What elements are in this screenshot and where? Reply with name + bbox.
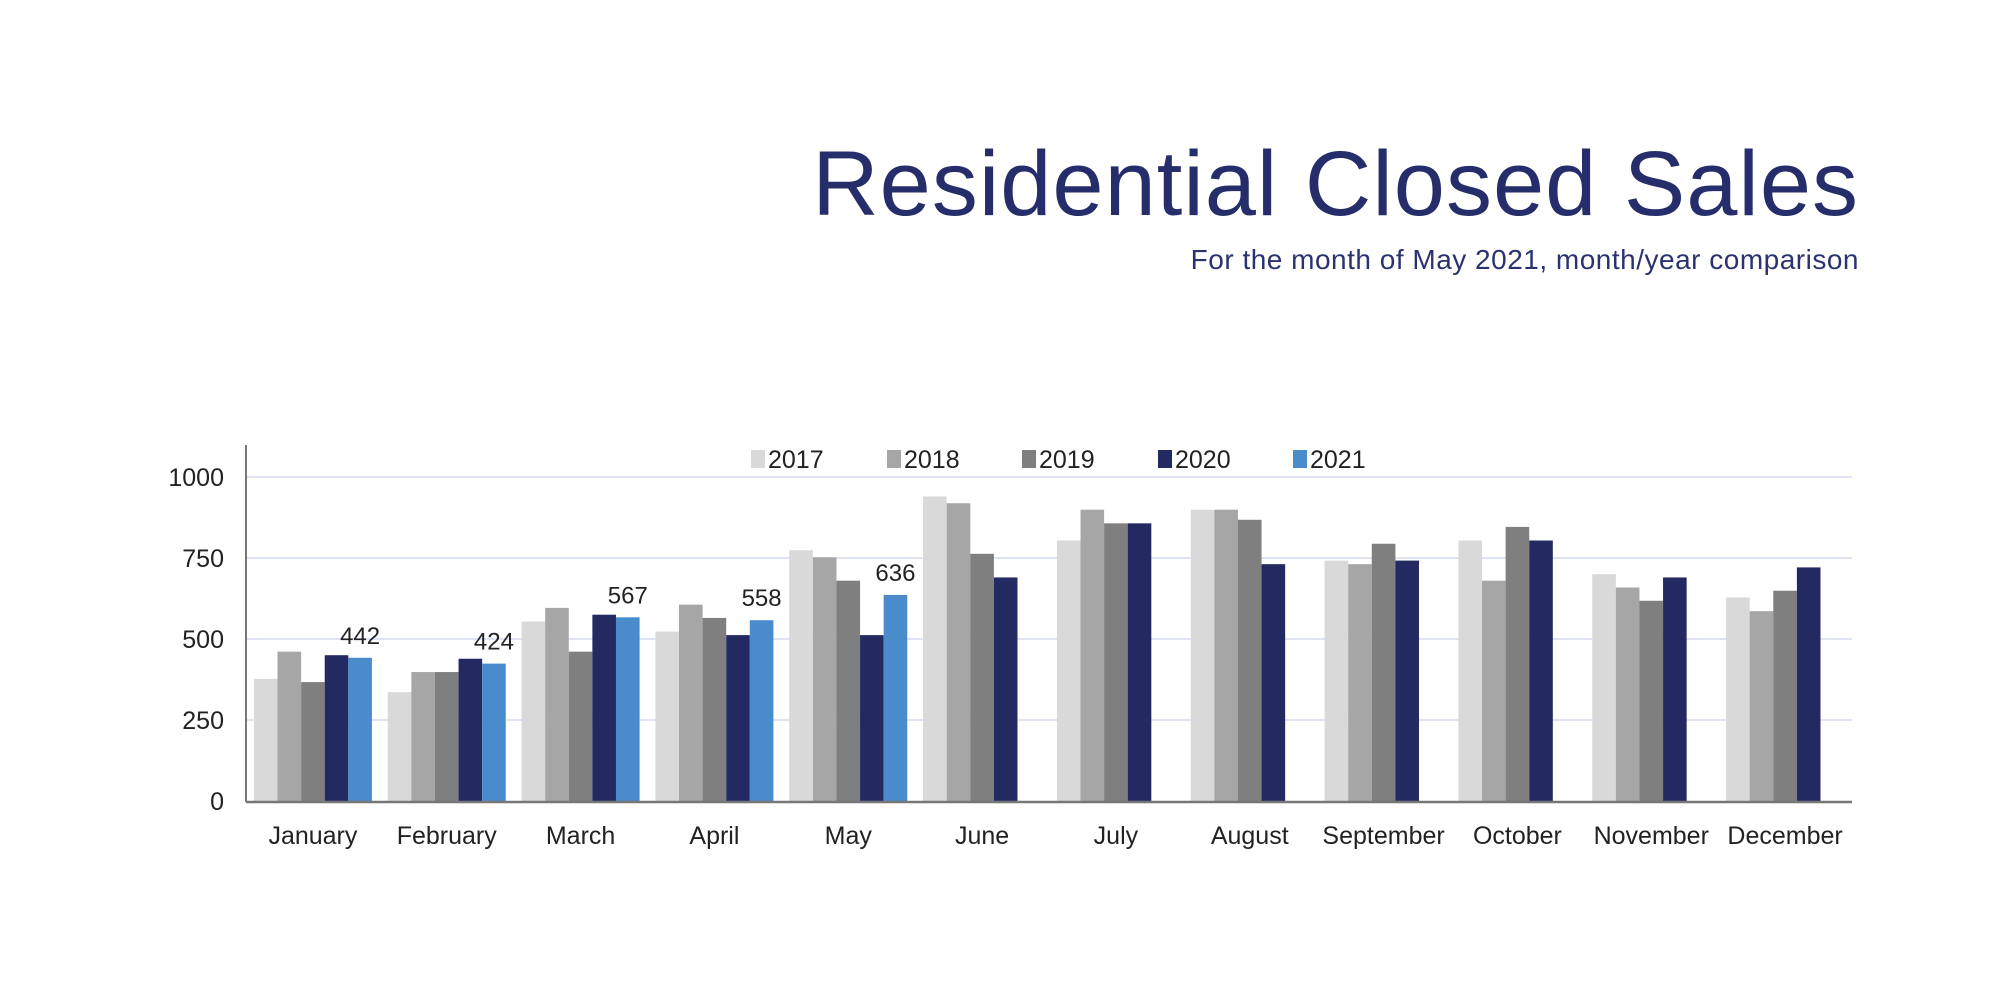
x-tick-label: January [268,822,357,850]
bar-2020-october [1529,540,1553,801]
x-tick-label: July [1094,822,1139,850]
legend-label: 2018 [904,446,960,474]
bar-2019-june [970,553,994,801]
x-tick-label: October [1473,822,1562,850]
bar-2017-june [923,496,947,801]
bar-2021-april [749,620,774,801]
x-tick-label: May [825,822,873,850]
bar-2020-december [1796,567,1821,801]
y-tick-label: 0 [210,788,224,816]
data-label: 442 [340,623,380,650]
bar-2018-december [1749,611,1774,801]
bar-2020-august [1261,564,1286,801]
bar-2019-november [1639,600,1664,801]
bar-2019-april [702,617,727,801]
legend-label: 2017 [768,446,824,474]
bar-2020-november [1663,577,1687,801]
bar-2019-december [1773,590,1797,801]
bar-2020-april [726,635,750,801]
data-label: 558 [742,585,782,612]
bar-2017-may [789,550,813,801]
bar-2020-may [860,635,884,801]
bar-2020-september [1395,560,1419,801]
legend-label: 2020 [1175,446,1231,474]
bar-2021-february [482,663,506,801]
bar-2017-december [1726,597,1750,801]
legend-label: 2021 [1310,446,1366,474]
bar-2020-january [324,655,349,801]
data-label: 567 [608,582,648,609]
bar-2018-september [1348,564,1372,801]
y-tick-label: 1000 [168,464,224,492]
bar-2021-january [348,657,372,801]
bar-2018-july [1080,509,1105,801]
legend-swatch-2020 [1158,450,1172,468]
x-tick-label: August [1211,822,1289,850]
y-tick-label: 500 [182,626,224,654]
bar-2018-may [812,557,837,801]
bar-2017-july [1056,540,1081,801]
bar-2018-march [545,607,569,801]
bar-2017-january [253,678,278,801]
bar-2017-august [1190,509,1215,801]
x-tick-label: February [397,822,498,850]
bar-2017-october [1458,540,1483,801]
bar-2018-january [277,651,302,801]
data-label: 424 [474,629,514,656]
bar-2017-march [521,621,546,801]
bar-2021-march [615,617,640,801]
y-tick-label: 750 [182,545,224,573]
bar-2020-july [1127,523,1152,801]
bar-2019-october [1505,526,1530,801]
page-title: Residential Closed Sales [812,133,1859,235]
legend-swatch-2018 [887,450,901,468]
bar-2018-april [679,604,703,801]
bar-2017-september [1324,560,1349,801]
x-tick-label: March [546,822,615,850]
bar-2019-july [1104,523,1128,801]
bar-2018-february [411,672,435,801]
bar-2021-may [883,594,908,801]
data-label: 636 [875,560,915,587]
legend-swatch-2017 [751,450,765,468]
page-subtitle: For the month of May 2021, month/year co… [1190,244,1859,275]
bar-2019-september [1371,543,1396,801]
x-tick-label: September [1322,822,1444,850]
bar-2019-may [836,580,861,801]
x-tick-label: June [955,822,1009,850]
bar-2018-august [1214,509,1238,801]
y-tick-label: 250 [182,707,224,735]
bar-2020-february [458,658,483,801]
bar-2019-february [434,672,459,801]
x-tick-label: December [1727,822,1842,850]
bar-2017-april [655,631,680,801]
legend-swatch-2021 [1293,450,1307,468]
bar-2020-june [993,577,1018,801]
legend-label: 2019 [1039,446,1095,474]
bar-2020-march [592,614,616,801]
x-tick-label: April [689,822,739,850]
bar-2017-february [387,692,412,801]
bar-2019-august [1237,519,1262,801]
bar-2019-january [301,682,325,801]
x-tick-label: November [1594,822,1709,850]
bar-2018-october [1482,580,1506,801]
bar-2019-march [568,651,593,801]
bar-2017-november [1592,574,1616,801]
bar-2018-november [1615,587,1640,801]
legend-swatch-2019 [1022,450,1036,468]
bar-2018-june [946,503,971,801]
